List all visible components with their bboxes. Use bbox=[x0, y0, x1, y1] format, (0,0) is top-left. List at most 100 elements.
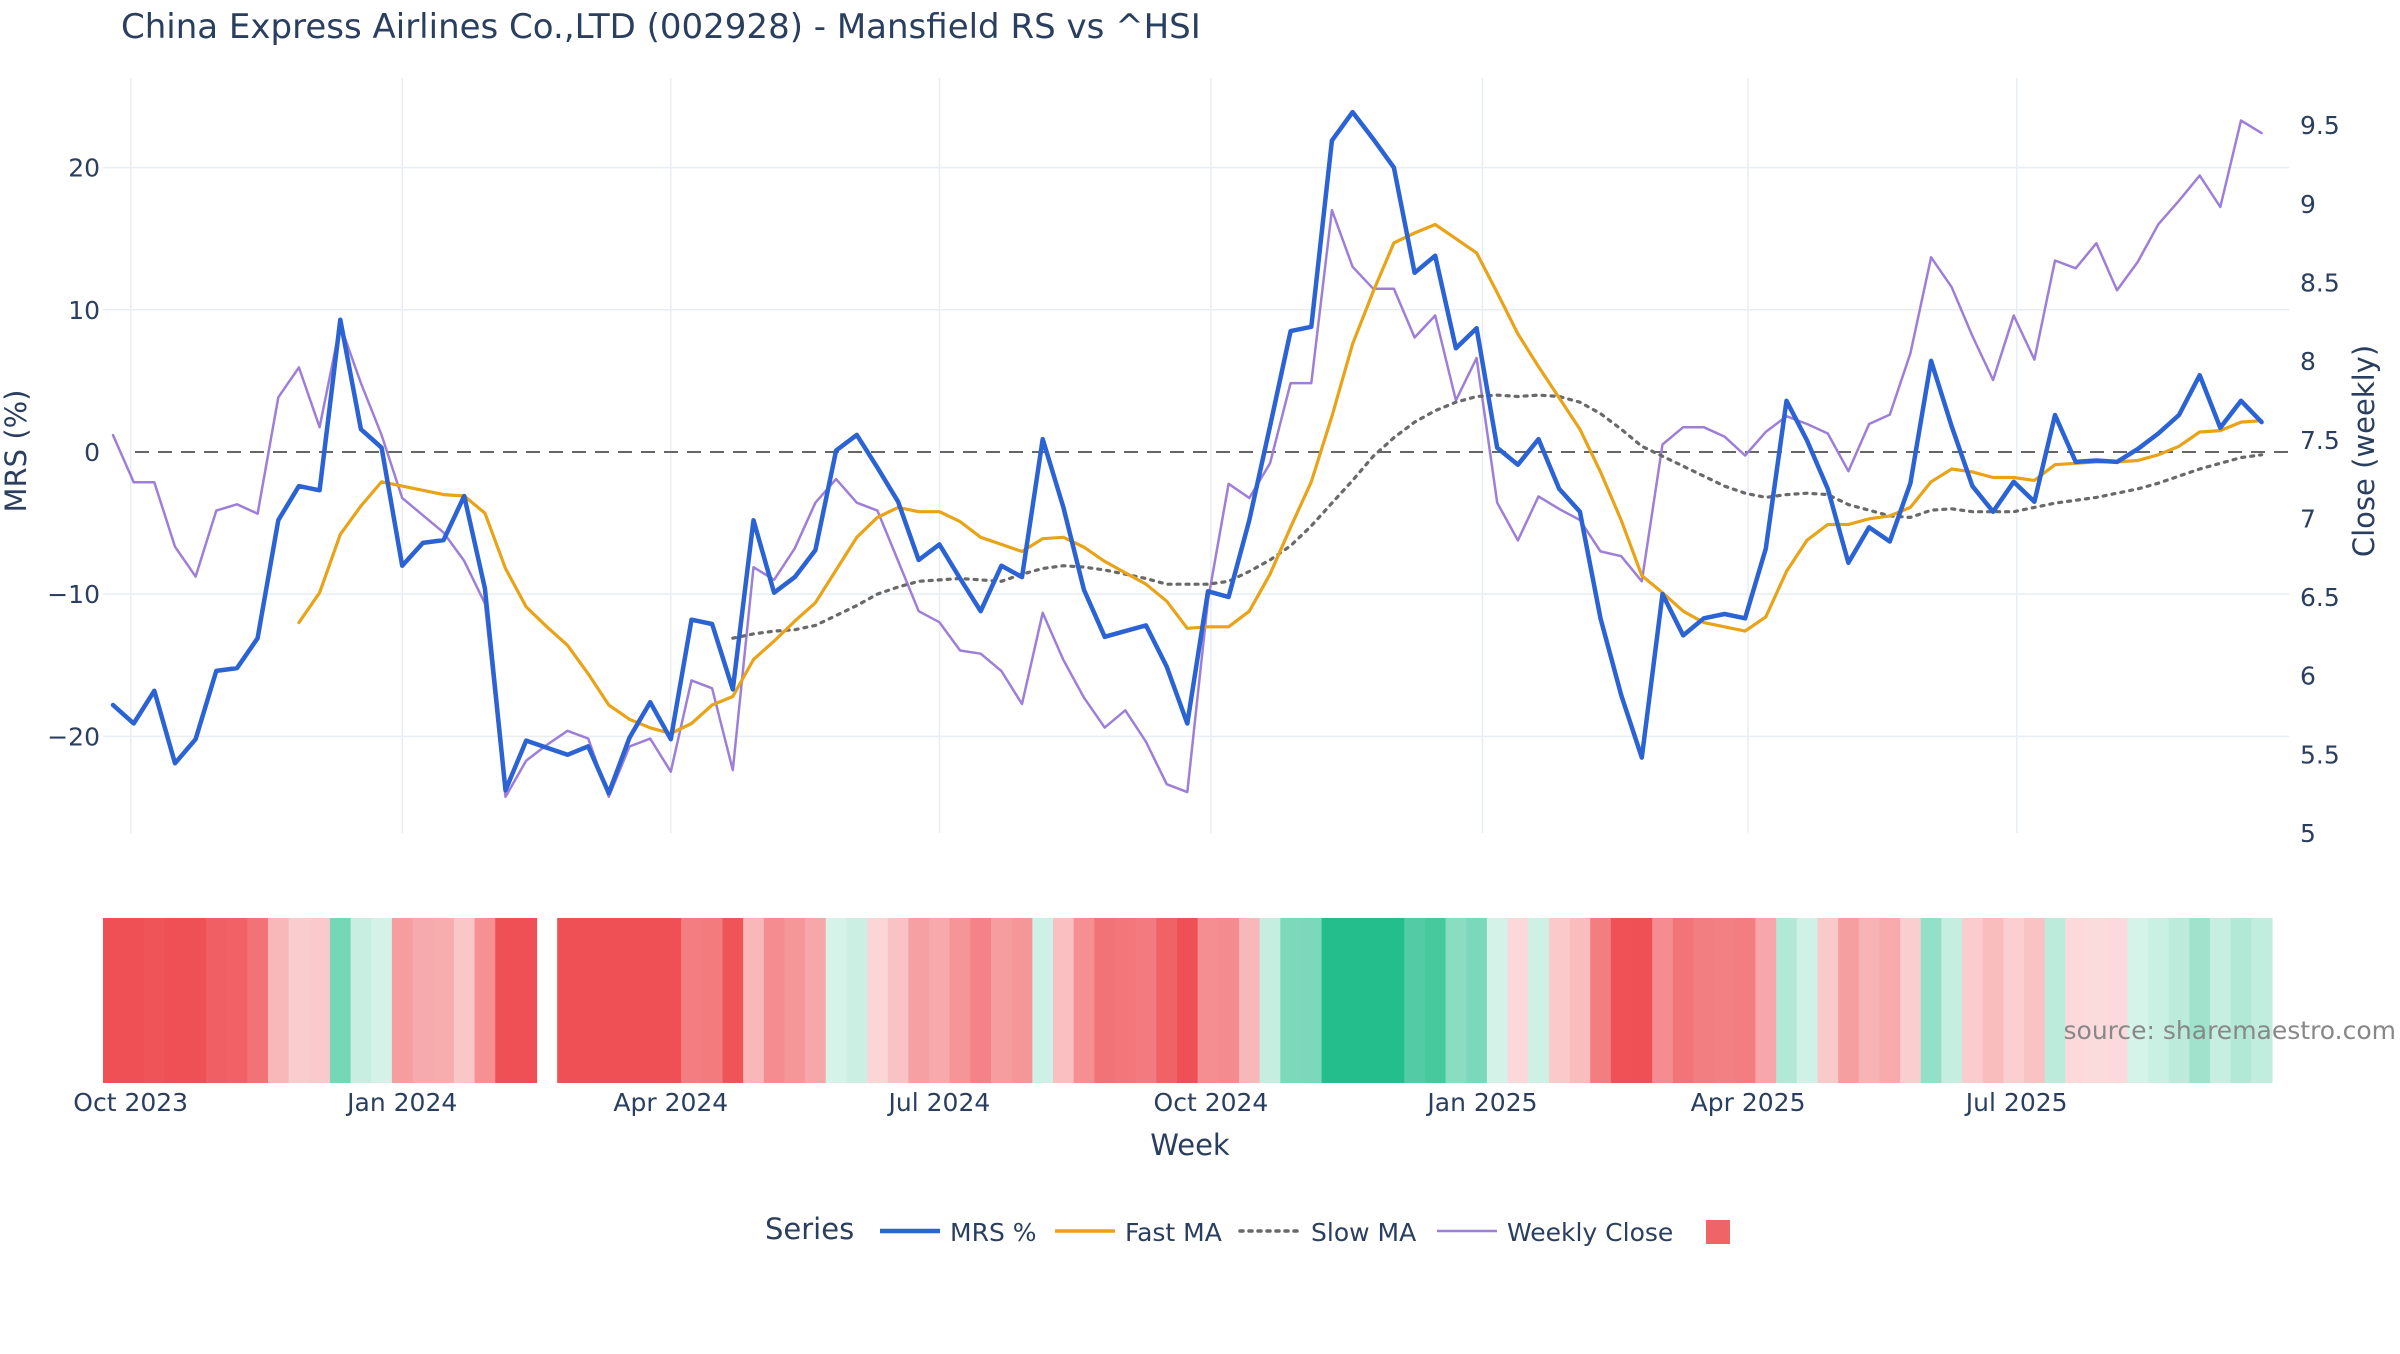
heatmap-cell bbox=[2106, 918, 2128, 1083]
x-tick-label: Apr 2025 bbox=[1691, 1088, 1806, 1117]
heatmap-cell bbox=[763, 918, 786, 1083]
heatmap-cell bbox=[1610, 918, 1633, 1083]
legend-title: Series bbox=[765, 1212, 854, 1246]
heatmap-cell bbox=[2024, 918, 2046, 1083]
heatmap-cell bbox=[1342, 918, 1364, 1083]
heatmap-cell bbox=[1734, 918, 1757, 1083]
x-axis-label: Week bbox=[1150, 1128, 1230, 1162]
heatmap-cell bbox=[701, 918, 724, 1083]
y-right-tick-label: 7 bbox=[2300, 504, 2316, 533]
heatmap-cell bbox=[433, 918, 455, 1083]
heatmap-cell bbox=[1032, 918, 1054, 1083]
grid bbox=[103, 78, 2293, 833]
heatmap-cell bbox=[495, 918, 517, 1083]
heatmap-cell bbox=[1197, 918, 1219, 1083]
series-lines bbox=[110, 109, 2264, 799]
legend-item-fast-ma[interactable]: Fast MA bbox=[1055, 1218, 1222, 1247]
heatmap-cell bbox=[660, 918, 682, 1083]
heatmap-cell bbox=[1053, 918, 1075, 1083]
heatmap-cell bbox=[598, 918, 620, 1083]
heatmap-cell bbox=[103, 918, 125, 1083]
heatmap-cell bbox=[577, 918, 600, 1083]
heatmap-cell bbox=[743, 918, 765, 1083]
source-note: source: sharemaestro.com bbox=[2064, 1016, 2397, 1045]
heatmap-cell bbox=[267, 918, 290, 1083]
heatmap-cell bbox=[1362, 918, 1385, 1083]
heatmap-cell bbox=[1776, 918, 1798, 1083]
heatmap-cell bbox=[2044, 918, 2066, 1083]
x-tick-label: Jul 2024 bbox=[887, 1088, 991, 1117]
heatmap-cell bbox=[288, 918, 310, 1083]
legend-label-slow-ma: Slow MA bbox=[1311, 1218, 1416, 1247]
heatmap-cell bbox=[2189, 918, 2211, 1083]
y-right-tick-label: 5 bbox=[2300, 819, 2316, 848]
heatmap-cell bbox=[1569, 918, 1591, 1083]
legend-label-weekly-close: Weekly Close bbox=[1507, 1218, 1673, 1247]
y-right-tick-label: 9.5 bbox=[2300, 111, 2340, 140]
legend-item-weekly-close[interactable]: Weekly Close bbox=[1437, 1218, 1673, 1247]
heatmap-cell bbox=[1672, 918, 1695, 1083]
heatmap-cell bbox=[1115, 918, 1137, 1083]
heatmap-cell bbox=[805, 918, 827, 1083]
y-left-tick-label: 20 bbox=[68, 154, 100, 183]
heatmap-cell bbox=[1817, 918, 1839, 1083]
chart-title: China Express Airlines Co.,LTD (002928) … bbox=[121, 7, 1201, 47]
heatmap-cell bbox=[681, 918, 703, 1083]
y-axis-right-label: Close (weekly) bbox=[2347, 345, 2381, 557]
heatmap-cell bbox=[929, 918, 951, 1083]
heatmap-cell bbox=[991, 918, 1013, 1083]
legend-item-mrs[interactable]: MRS % bbox=[880, 1218, 1037, 1247]
heatmap-cell bbox=[1962, 918, 1984, 1083]
heatmap-cell bbox=[329, 918, 352, 1083]
heatmap-cell bbox=[867, 918, 889, 1083]
heatmap-cell bbox=[825, 918, 848, 1083]
series-line-slow-ma[interactable] bbox=[731, 393, 2264, 640]
legend: Series MRS % Fast MA Slow MA Weekly Clos… bbox=[765, 1212, 1730, 1247]
heatmap-cell bbox=[143, 918, 166, 1083]
x-tick-label: Jan 2025 bbox=[1425, 1088, 1537, 1117]
heatmap-cell bbox=[1879, 918, 1901, 1083]
heatmap-cell bbox=[515, 918, 538, 1083]
heatmap-cell bbox=[1300, 918, 1323, 1083]
heatmap-cell bbox=[1404, 918, 1426, 1083]
heatmap-cell bbox=[1900, 918, 1922, 1083]
y-right-tick-label: 5.5 bbox=[2300, 740, 2340, 769]
series-line-fast-ma[interactable] bbox=[297, 222, 2264, 736]
heatmap-cell bbox=[1218, 918, 1240, 1083]
x-tick-label: Jul 2025 bbox=[1964, 1088, 2068, 1117]
heatmap-cell bbox=[1693, 918, 1715, 1083]
legend-swatch-heatmap[interactable] bbox=[1706, 1220, 1730, 1244]
heatmap-cell bbox=[1982, 918, 2004, 1083]
y-left-tick-label: −20 bbox=[47, 722, 100, 751]
heatmap-cell bbox=[784, 918, 806, 1083]
y-right-tick-label: 9 bbox=[2300, 190, 2316, 219]
heatmap-cell bbox=[1094, 918, 1116, 1083]
heatmap-cell bbox=[2127, 918, 2149, 1083]
x-tick-label: Jan 2024 bbox=[345, 1088, 457, 1117]
heatmap-cell bbox=[309, 918, 331, 1083]
heatmap-cell bbox=[949, 918, 971, 1083]
y-left-tick-label: 0 bbox=[84, 438, 100, 467]
heatmap-cell bbox=[1507, 918, 1529, 1083]
y-right-tick-label: 6 bbox=[2300, 662, 2316, 691]
heatmap-cell bbox=[639, 918, 662, 1083]
heatmap-cell bbox=[619, 918, 641, 1083]
legend-label-mrs: MRS % bbox=[950, 1218, 1037, 1247]
heatmap-cell bbox=[1259, 918, 1281, 1083]
heatmap-cell bbox=[2086, 918, 2108, 1083]
heatmap-cell bbox=[164, 918, 186, 1083]
legend-item-slow-ma[interactable]: Slow MA bbox=[1238, 1218, 1416, 1247]
series-line-mrs[interactable] bbox=[110, 109, 2264, 796]
y-right-tick-label: 7.5 bbox=[2300, 426, 2340, 455]
series-line-weekly-close[interactable] bbox=[111, 119, 2263, 799]
heatmap-cell bbox=[970, 918, 992, 1083]
x-tick-label: Oct 2024 bbox=[1154, 1088, 1269, 1117]
heatmap-cell bbox=[185, 918, 207, 1083]
y-right-tick-label: 8.5 bbox=[2300, 268, 2340, 297]
heatmap-cell bbox=[1858, 918, 1881, 1083]
heatmap-cell bbox=[1920, 918, 1943, 1083]
heatmap-cell bbox=[1652, 918, 1674, 1083]
heatmap-cell bbox=[1321, 918, 1343, 1083]
heatmap-cell bbox=[1755, 918, 1777, 1083]
